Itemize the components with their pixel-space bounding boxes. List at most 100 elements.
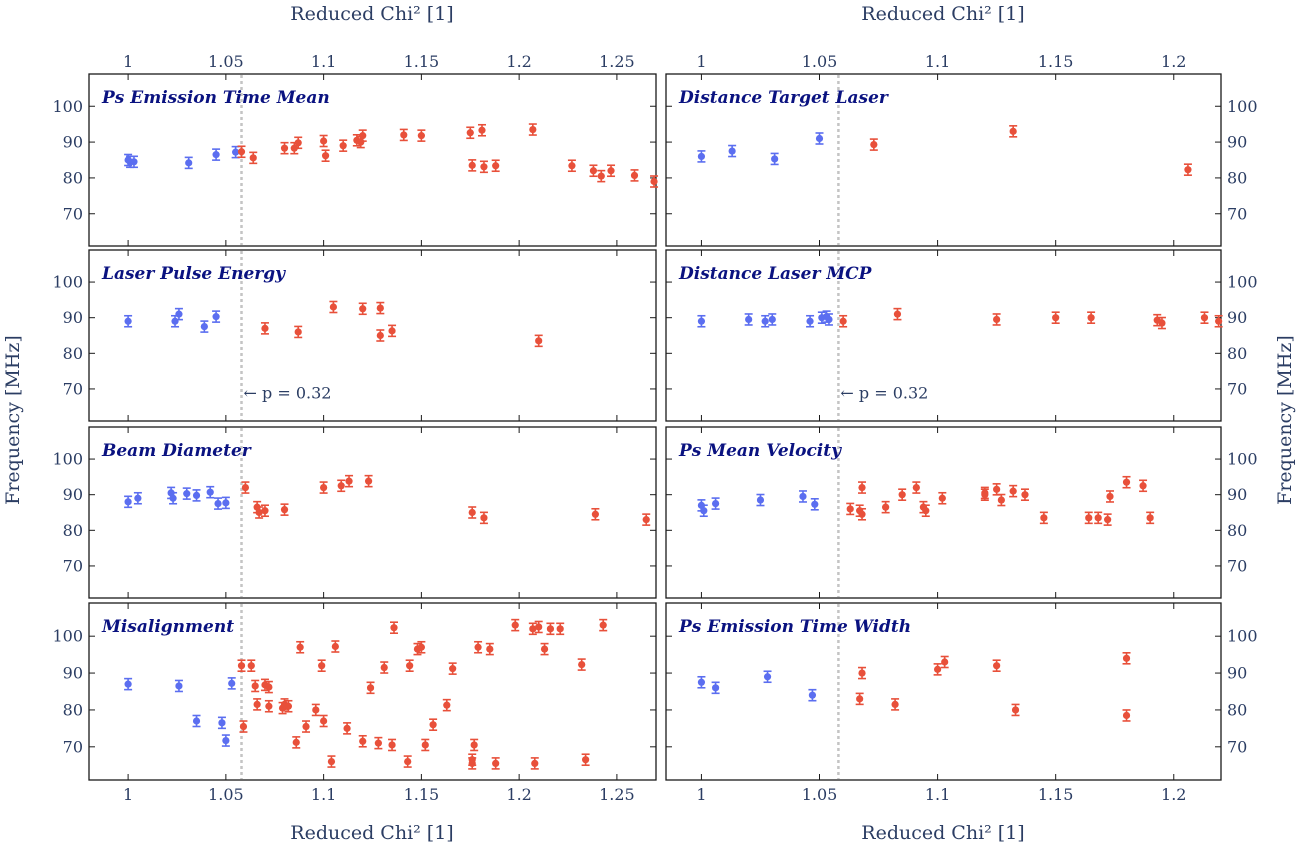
point-marker: [993, 485, 1001, 493]
data-point: [479, 160, 488, 174]
point-marker: [1200, 314, 1209, 322]
point-marker: [468, 508, 476, 517]
data-point: [337, 479, 346, 493]
data-point: [1139, 479, 1148, 493]
point-marker: [1106, 492, 1114, 501]
y-tick-label: 100: [1227, 273, 1258, 292]
point-marker: [1085, 514, 1093, 522]
data-point: [534, 620, 543, 634]
point-marker: [922, 507, 930, 515]
top-left-x-axis-label: Reduced Chi² [1]: [290, 3, 453, 25]
point-marker: [1021, 491, 1029, 499]
data-point: [280, 141, 289, 155]
panel-frame: [665, 602, 1222, 781]
point-marker: [417, 643, 425, 651]
x-tick-label-bottom: 1.1: [925, 785, 950, 804]
point-marker: [1052, 314, 1060, 322]
data-point: [421, 738, 430, 752]
point-marker: [697, 678, 706, 686]
data-point: [744, 313, 753, 326]
point-marker: [359, 305, 367, 313]
data-point: [589, 164, 598, 178]
y-tick-label: 100: [1227, 627, 1258, 646]
x-tick-label-bottom: 1.05: [802, 785, 838, 804]
data-point: [466, 126, 475, 140]
point-marker: [222, 499, 230, 507]
point-marker: [294, 139, 302, 147]
y-tick-label: 70: [1227, 737, 1247, 756]
data-point: [1009, 125, 1018, 138]
panel-laser-pulse-energy: 70 80 90 100 Laser Pulse Energy ← p = 0.32: [52, 249, 657, 422]
data-point: [174, 307, 183, 321]
point-marker: [169, 494, 177, 502]
y-tick-label: 80: [1227, 168, 1247, 187]
point-marker: [529, 125, 537, 134]
data-point: [858, 507, 867, 521]
point-marker: [478, 126, 486, 134]
data-point: [253, 698, 262, 711]
data-point: [192, 489, 201, 502]
point-marker: [474, 643, 482, 651]
data-point: [280, 503, 289, 516]
point-marker: [591, 510, 599, 518]
data-point: [388, 738, 397, 752]
data-point: [448, 662, 457, 675]
data-point: [642, 513, 651, 526]
data-point: [388, 324, 397, 338]
point-marker: [345, 477, 353, 485]
point-marker: [599, 621, 607, 629]
y-tick-label: 100: [52, 450, 83, 469]
point-marker: [761, 317, 769, 325]
point-marker: [390, 624, 398, 632]
point-marker: [421, 741, 429, 749]
data-point: [1020, 488, 1029, 501]
point-marker: [728, 147, 736, 155]
y-tick-label: 100: [52, 273, 83, 292]
point-marker: [981, 491, 989, 499]
data-point: [468, 159, 477, 172]
data-point: [1122, 652, 1131, 665]
data-point: [294, 136, 303, 150]
data-point: [728, 144, 737, 158]
point-marker: [470, 741, 478, 749]
panel-ps-emission-time-width: 1 1.05 1.1 1.15 1.2 70 80 90 100 Ps Emission Time…: [665, 602, 1258, 804]
point-marker: [697, 317, 706, 325]
point-marker: [237, 662, 246, 670]
data-point: [992, 313, 1001, 326]
data-point: [169, 491, 178, 505]
panel-distance-target-laser: 1 1.05 1.1 1.15 1.2 70 80 90 100 Distance Target …: [665, 52, 1258, 247]
data-point: [858, 666, 867, 680]
point-marker: [261, 507, 269, 515]
y-tick-label: 80: [1227, 521, 1247, 540]
data-point: [528, 622, 537, 636]
data-point: [212, 148, 221, 161]
data-point: [567, 159, 576, 173]
data-point: [217, 716, 226, 730]
point-marker: [280, 144, 289, 152]
point-marker: [249, 154, 257, 162]
x-tick-label-top: 1.1: [925, 52, 950, 71]
point-marker: [745, 315, 753, 324]
x-tick-label-top: 1.2: [1161, 52, 1186, 71]
data-point: [417, 640, 426, 654]
data-point: [770, 152, 779, 166]
panel-title: Distance Target Laser: [678, 88, 889, 108]
point-marker: [321, 152, 330, 160]
panel-title: Ps Emission Time Width: [678, 617, 911, 637]
point-marker: [296, 643, 304, 651]
data-point: [237, 145, 246, 159]
panel-title: Beam Diameter: [101, 441, 252, 461]
data-point: [124, 677, 133, 691]
data-point: [893, 307, 902, 321]
data-point: [260, 504, 269, 518]
y-tick-label: 70: [1227, 204, 1247, 223]
point-marker: [251, 682, 259, 690]
point-marker: [898, 491, 906, 499]
point-marker: [882, 503, 890, 511]
point-marker: [124, 317, 132, 325]
point-marker: [364, 477, 373, 485]
data-point: [174, 679, 183, 693]
x-tick-label-bottom: 1.2: [1161, 785, 1186, 804]
point-marker: [466, 129, 474, 137]
